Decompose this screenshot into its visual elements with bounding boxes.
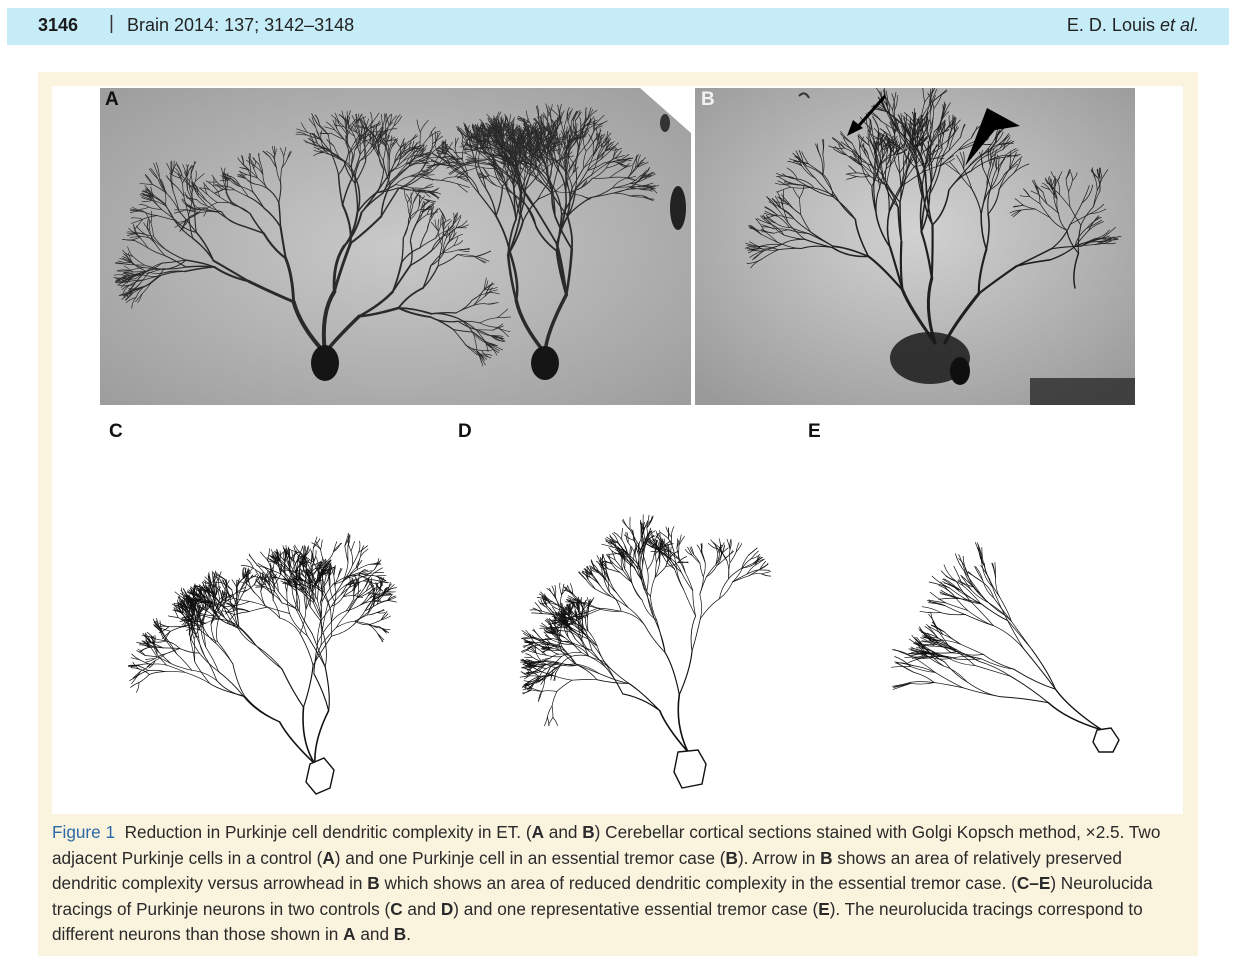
panel-e-neuron-tracing [891,542,1120,753]
panel-label-b: B [701,89,715,110]
figure-panels: A [52,86,1183,814]
panel-a-micrograph [100,88,691,405]
panel-b-photo [695,88,1135,405]
panel-e-tracing [797,412,1135,804]
header-authors: E. D. Louis et al. [1066,15,1199,35]
figure-caption: Figure 1 Reduction in Purkinje cell dend… [52,822,1161,944]
panel-label-e: E [808,421,821,442]
panel-c-tracing [100,412,436,804]
panel-d-tracing [448,412,786,804]
panel-c-neuron-tracing [127,532,397,795]
arrowhead-icon [965,108,1020,166]
panel-label-c: C [109,421,123,442]
panel-b-micrograph [695,88,1135,405]
arrow-icon [847,95,887,136]
figure-container: A [38,72,1198,956]
panel-label-d: D [458,421,472,442]
figure-label: Figure 1 [52,822,116,842]
page-number: 3146 [38,15,79,35]
running-header: 3146 | Brain 2014: 137; 3142–3148 E. D. … [7,8,1229,45]
panel-label-a: A [105,89,119,110]
header-separator: | [109,13,114,34]
panel-d-neuron-tracing [519,514,772,789]
panel-a-photo [100,88,691,405]
journal-citation: Brain 2014: 137; 3142–3148 [127,15,355,35]
